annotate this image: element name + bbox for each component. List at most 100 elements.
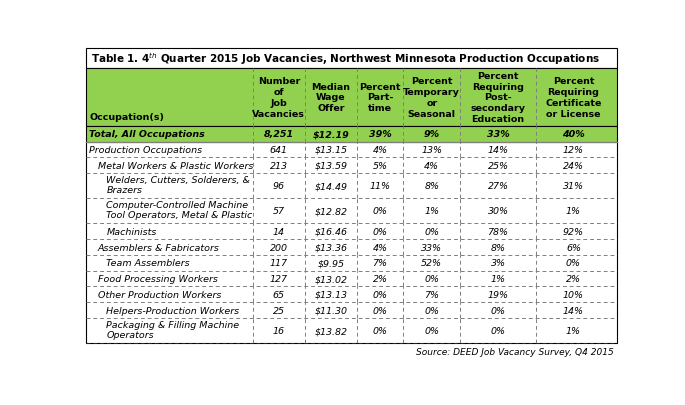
Text: $11.30: $11.30 (314, 306, 347, 315)
Text: 0%: 0% (424, 326, 439, 335)
Text: 31%: 31% (563, 182, 584, 191)
Text: 9%: 9% (424, 130, 440, 139)
Text: 4%: 4% (373, 243, 388, 252)
Text: 1%: 1% (490, 275, 506, 284)
Text: Percent
Requiring
Post-
secondary
Education: Percent Requiring Post- secondary Educat… (471, 72, 525, 124)
Text: 10%: 10% (563, 290, 584, 299)
Text: 8%: 8% (490, 243, 506, 252)
Text: 2%: 2% (566, 275, 581, 284)
Text: 213: 213 (270, 161, 288, 171)
Text: 8%: 8% (424, 182, 439, 191)
Text: 25: 25 (273, 306, 285, 315)
Text: 4%: 4% (424, 161, 439, 171)
Text: $14.49: $14.49 (314, 182, 347, 191)
Bar (86, 255, 616, 271)
Text: Occupation(s): Occupation(s) (89, 113, 164, 122)
Text: 96: 96 (273, 182, 285, 191)
Text: 7%: 7% (424, 290, 439, 299)
Text: Percent
Temporary
or
Seasonal: Percent Temporary or Seasonal (403, 77, 460, 118)
Text: 0%: 0% (566, 259, 581, 268)
Bar (86, 126, 616, 142)
Text: $13.82: $13.82 (314, 326, 347, 335)
Text: $13.59: $13.59 (314, 161, 347, 171)
Text: 19%: 19% (488, 290, 509, 299)
Text: 65: 65 (273, 290, 285, 299)
Text: Table 1. 4$^{th}$ Quarter 2015 Job Vacancies, Northwest Minnesota Production Occ: Table 1. 4$^{th}$ Quarter 2015 Job Vacan… (91, 51, 600, 66)
Text: Metal Workers & Plastic Workers: Metal Workers & Plastic Workers (98, 161, 253, 171)
Text: Total, All Occupations: Total, All Occupations (89, 130, 205, 139)
Text: 27%: 27% (488, 182, 509, 191)
Text: 78%: 78% (488, 227, 509, 236)
Text: Team Assemblers: Team Assemblers (106, 259, 190, 268)
Text: 16: 16 (273, 326, 285, 335)
Text: 8,251: 8,251 (264, 130, 294, 139)
Text: $13.13: $13.13 (314, 290, 347, 299)
Text: 0%: 0% (424, 275, 439, 284)
Text: Computer-Controlled Machine
Tool Operators, Metal & Plastic: Computer-Controlled Machine Tool Operato… (106, 200, 253, 220)
Bar (86, 49, 616, 69)
Bar (86, 158, 616, 174)
Text: 0%: 0% (490, 306, 506, 315)
Text: 33%: 33% (421, 243, 443, 252)
Text: 33%: 33% (487, 130, 510, 139)
Text: 0%: 0% (373, 306, 388, 315)
Text: 2%: 2% (373, 275, 388, 284)
Text: $13.02: $13.02 (314, 275, 347, 284)
Text: 127: 127 (270, 275, 288, 284)
Bar (86, 126, 616, 343)
Bar (86, 69, 616, 126)
Text: Source: DEED Job Vacancy Survey, Q4 2015: Source: DEED Job Vacancy Survey, Q4 2015 (416, 347, 614, 356)
Text: Packaging & Filling Machine
Operators: Packaging & Filling Machine Operators (106, 320, 240, 339)
Text: 11%: 11% (369, 182, 390, 191)
Bar (86, 69, 616, 126)
Text: $16.46: $16.46 (314, 227, 347, 236)
Text: $13.36: $13.36 (314, 243, 347, 252)
Text: 3%: 3% (490, 259, 506, 268)
Text: Welders, Cutters, Solderers, &
Brazers: Welders, Cutters, Solderers, & Brazers (106, 175, 250, 194)
Text: Percent
Part-
time: Percent Part- time (359, 83, 401, 113)
Text: 7%: 7% (373, 259, 388, 268)
Text: 12%: 12% (563, 146, 584, 155)
Text: Assemblers & Fabricators: Assemblers & Fabricators (98, 243, 220, 252)
Text: 57: 57 (273, 207, 285, 216)
Text: 4%: 4% (373, 146, 388, 155)
Bar (86, 318, 616, 343)
Text: 1%: 1% (566, 207, 581, 216)
Text: 14%: 14% (488, 146, 509, 155)
Text: Food Processing Workers: Food Processing Workers (98, 275, 218, 284)
Text: 40%: 40% (562, 130, 585, 139)
Bar (86, 287, 616, 303)
Text: 0%: 0% (424, 227, 439, 236)
Text: Machinists: Machinists (106, 227, 157, 236)
Text: 6%: 6% (566, 243, 581, 252)
Text: 30%: 30% (488, 207, 509, 216)
Text: Median
Wage
Offer: Median Wage Offer (312, 83, 351, 113)
Text: 5%: 5% (373, 161, 388, 171)
Text: 39%: 39% (369, 130, 391, 139)
Text: 92%: 92% (563, 227, 584, 236)
Text: 1%: 1% (566, 326, 581, 335)
Text: $12.19: $12.19 (312, 130, 349, 139)
Text: 641: 641 (270, 146, 288, 155)
Text: $12.82: $12.82 (314, 207, 347, 216)
Bar (86, 142, 616, 158)
Bar (86, 240, 616, 255)
Text: Other Production Workers: Other Production Workers (98, 290, 221, 299)
Text: 0%: 0% (490, 326, 506, 335)
Text: 0%: 0% (424, 306, 439, 315)
Text: 13%: 13% (421, 146, 443, 155)
Text: 0%: 0% (373, 227, 388, 236)
Text: Production Occupations: Production Occupations (89, 146, 203, 155)
Text: 14: 14 (273, 227, 285, 236)
Text: 52%: 52% (421, 259, 443, 268)
Text: 0%: 0% (373, 207, 388, 216)
Text: 0%: 0% (373, 290, 388, 299)
Text: Helpers-Production Workers: Helpers-Production Workers (106, 306, 240, 315)
Text: 25%: 25% (488, 161, 509, 171)
Bar (86, 224, 616, 240)
Bar (86, 271, 616, 287)
Bar (86, 174, 616, 199)
Text: 14%: 14% (563, 306, 584, 315)
Bar (86, 199, 616, 224)
Text: Percent
Requiring
Certificate
or License: Percent Requiring Certificate or License (545, 77, 601, 118)
